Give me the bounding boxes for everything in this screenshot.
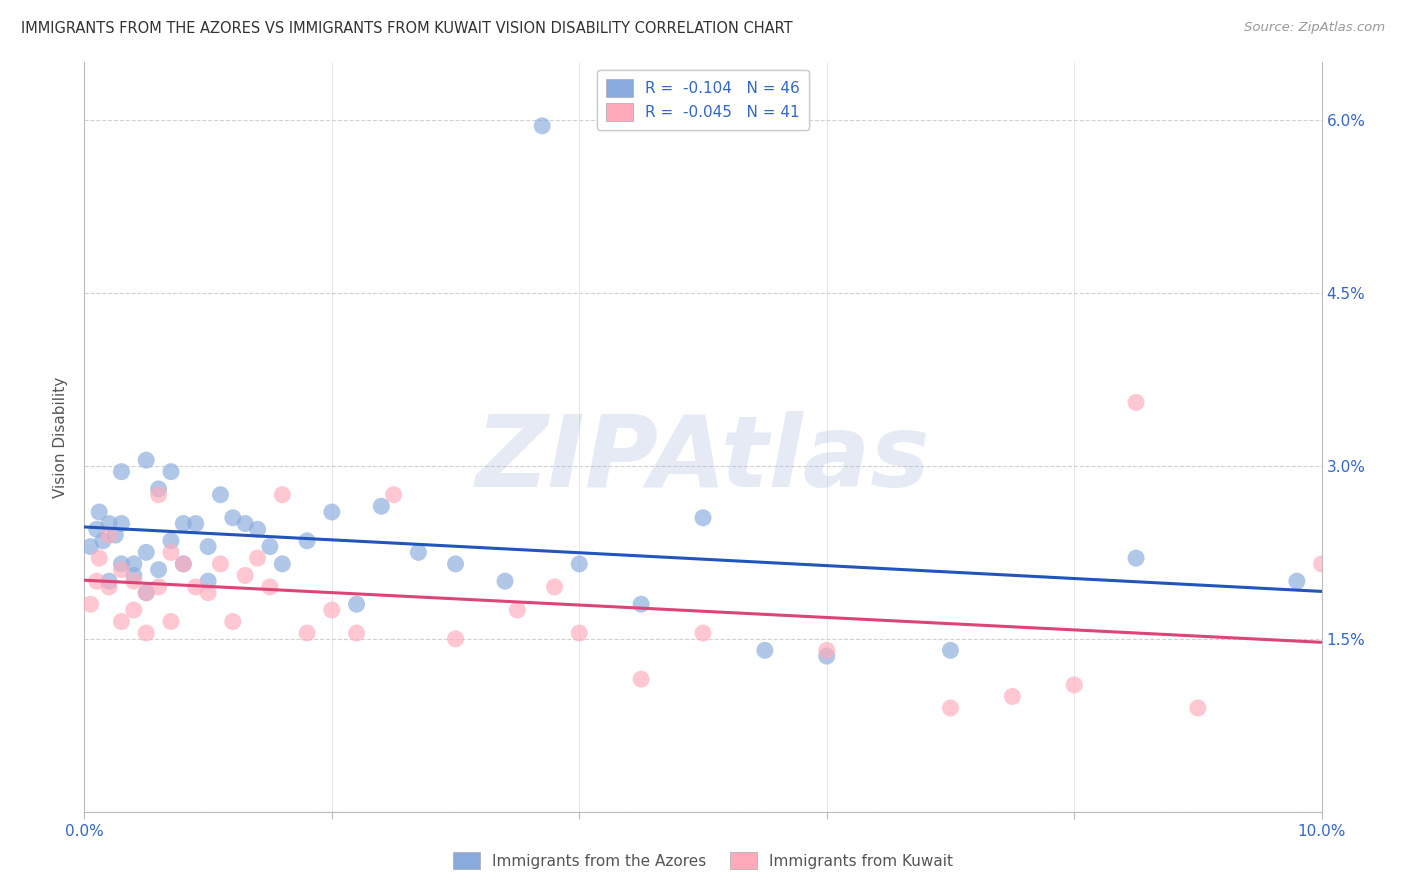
Point <box>135 585 157 599</box>
Point <box>1187 701 1209 715</box>
Point <box>1310 557 1333 571</box>
Point <box>209 488 232 502</box>
Point <box>444 557 467 571</box>
Point <box>98 580 121 594</box>
Point <box>98 528 121 542</box>
Point <box>184 580 207 594</box>
Point <box>197 574 219 589</box>
Point <box>321 603 343 617</box>
Point <box>246 551 269 566</box>
Text: IMMIGRANTS FROM THE AZORES VS IMMIGRANTS FROM KUWAIT VISION DISABILITY CORRELATI: IMMIGRANTS FROM THE AZORES VS IMMIGRANTS… <box>21 21 793 36</box>
Point <box>184 516 207 531</box>
Point <box>122 557 145 571</box>
Point <box>382 488 405 502</box>
Point <box>815 643 838 657</box>
Point <box>160 545 183 559</box>
Point <box>692 510 714 524</box>
Point <box>110 563 132 577</box>
Point <box>110 615 132 629</box>
Point <box>408 545 430 559</box>
Point <box>1001 690 1024 704</box>
Point <box>86 522 108 536</box>
Point <box>122 574 145 589</box>
Point <box>197 585 219 599</box>
Point <box>233 568 256 582</box>
Point <box>259 580 281 594</box>
Point <box>444 632 467 646</box>
Point <box>1125 551 1147 566</box>
Point <box>531 119 554 133</box>
Point <box>110 557 132 571</box>
Point <box>98 516 121 531</box>
Point <box>295 533 318 548</box>
Point <box>148 563 170 577</box>
Point <box>815 649 838 664</box>
Point <box>89 551 111 566</box>
Point <box>172 557 194 571</box>
Point <box>370 500 392 514</box>
Point <box>122 568 145 582</box>
Point <box>160 465 183 479</box>
Point <box>295 626 318 640</box>
Point <box>122 603 145 617</box>
Point <box>98 574 121 589</box>
Point <box>271 557 294 571</box>
Point <box>135 585 157 599</box>
Point <box>754 643 776 657</box>
Point <box>233 516 256 531</box>
Point <box>79 540 101 554</box>
Point <box>148 488 170 502</box>
Point <box>135 453 157 467</box>
Point <box>630 597 652 611</box>
Point <box>91 533 114 548</box>
Point <box>346 597 368 611</box>
Point <box>222 510 245 524</box>
Point <box>197 540 219 554</box>
Text: Source: ZipAtlas.com: Source: ZipAtlas.com <box>1244 21 1385 34</box>
Point <box>209 557 232 571</box>
Point <box>1285 574 1308 589</box>
Point <box>692 626 714 640</box>
Point <box>1125 395 1147 409</box>
Point <box>939 643 962 657</box>
Point <box>148 482 170 496</box>
Point <box>630 672 652 686</box>
Point <box>86 574 108 589</box>
Point <box>246 522 269 536</box>
Point <box>148 580 170 594</box>
Point <box>346 626 368 640</box>
Point <box>222 615 245 629</box>
Legend: R =  -0.104   N = 46, R =  -0.045   N = 41: R = -0.104 N = 46, R = -0.045 N = 41 <box>596 70 810 130</box>
Point <box>104 528 127 542</box>
Y-axis label: Vision Disability: Vision Disability <box>53 376 69 498</box>
Point <box>543 580 565 594</box>
Point <box>259 540 281 554</box>
Point <box>271 488 294 502</box>
Point <box>321 505 343 519</box>
Point <box>135 626 157 640</box>
Point <box>1063 678 1085 692</box>
Point <box>135 545 157 559</box>
Point <box>172 516 194 531</box>
Point <box>506 603 529 617</box>
Point <box>110 516 132 531</box>
Point <box>89 505 111 519</box>
Point <box>939 701 962 715</box>
Point <box>160 533 183 548</box>
Point <box>160 615 183 629</box>
Point <box>568 626 591 640</box>
Text: ZIPAtlas: ZIPAtlas <box>475 411 931 508</box>
Point <box>568 557 591 571</box>
Legend: Immigrants from the Azores, Immigrants from Kuwait: Immigrants from the Azores, Immigrants f… <box>447 846 959 875</box>
Point <box>79 597 101 611</box>
Point <box>172 557 194 571</box>
Point <box>110 465 132 479</box>
Point <box>494 574 516 589</box>
